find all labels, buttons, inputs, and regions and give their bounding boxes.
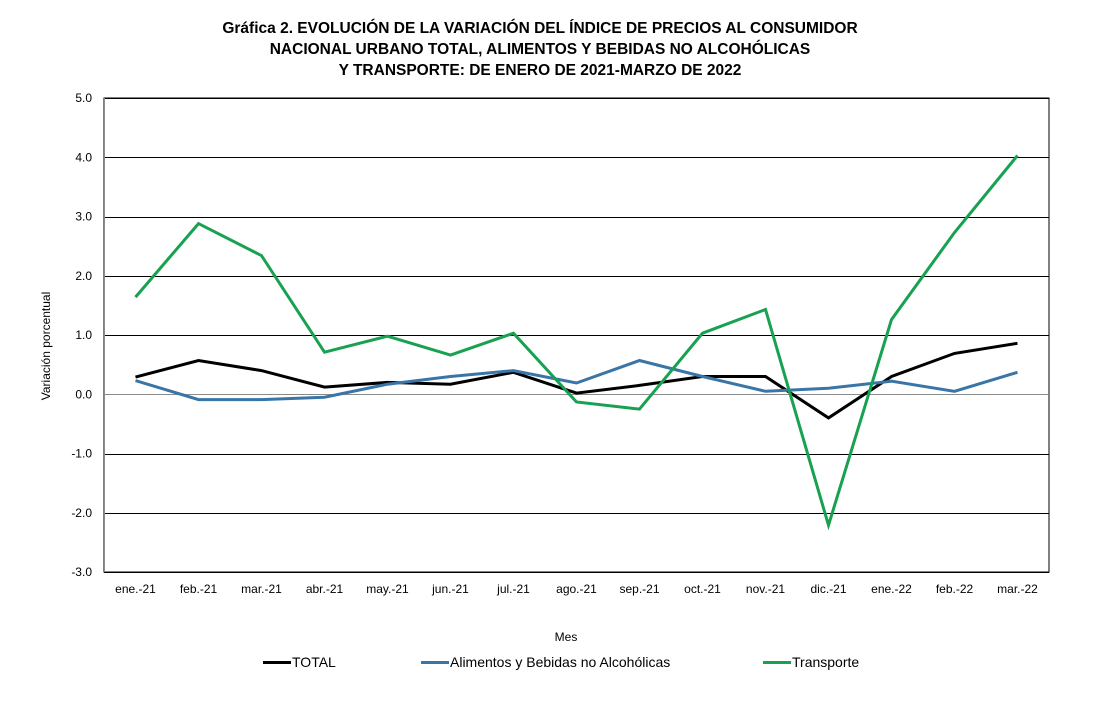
series-transporte — [134, 154, 1019, 531]
x-tick-label: feb.-22 — [936, 582, 974, 596]
x-axis-title: Mes — [555, 630, 578, 644]
x-tick-label: abr.-21 — [306, 582, 344, 596]
legend-label-alimentos: Alimentos y Bebidas no Alcohólicas — [450, 654, 671, 670]
legend-item-alimentos: Alimentos y Bebidas no Alcohólicas — [421, 654, 670, 670]
gridlines — [103, 97, 1050, 573]
x-tick-label: ene.-21 — [115, 582, 156, 596]
x-axis-ticks: ene.-21 feb.-21 mar.-21 abr.-21 may.-21 jun.-… — [115, 582, 1038, 596]
y-tick-label: 2.0 — [75, 269, 92, 283]
legend-label-total: TOTAL — [292, 654, 336, 670]
y-tick-label: 0.0 — [75, 387, 92, 401]
y-axis-ticks: 5.0 4.0 3.0 2.0 1.0 0.0 -1.0 -2.0 -3.0 — [71, 91, 92, 579]
chart-title-line-3: Y TRANSPORTE: DE ENERO DE 2021-MARZO DE … — [338, 62, 742, 79]
legend-item-total: TOTAL — [263, 654, 336, 670]
y-tick-label: 4.0 — [75, 150, 92, 164]
x-tick-label: ago.-21 — [556, 582, 597, 596]
x-tick-label: dic.-21 — [810, 582, 846, 596]
y-tick-label: -1.0 — [71, 447, 92, 461]
y-tick-label: 1.0 — [75, 328, 92, 342]
x-tick-label: jul.-21 — [496, 582, 530, 596]
legend-swatch-total — [263, 660, 291, 664]
x-tick-label: ene.-22 — [871, 582, 912, 596]
legend-swatch-alimentos — [421, 660, 449, 664]
x-tick-label: sep.-21 — [619, 582, 659, 596]
y-tick-label: -2.0 — [71, 506, 92, 520]
x-tick-label: may.-21 — [366, 582, 409, 596]
legend-label-transporte: Transporte — [792, 654, 860, 670]
legend-swatch-transporte — [763, 660, 791, 664]
chart-title-line-2: NACIONAL URBANO TOTAL, ALIMENTOS Y BEBID… — [269, 41, 811, 58]
y-tick-label: 5.0 — [75, 91, 92, 105]
chart-title: Gráfica 2. EVOLUCIÓN DE LA VARIACIÓN DEL… — [0, 18, 1080, 81]
chart-title-line-1: Gráfica 2. EVOLUCIÓN DE LA VARIACIÓN DEL… — [222, 20, 858, 37]
legend-item-transporte: Transporte — [763, 654, 859, 670]
x-tick-label: mar.-22 — [997, 582, 1038, 596]
legend: TOTAL Alimentos y Bebidas no Alcohólicas… — [0, 654, 1100, 674]
x-tick-label: mar.-21 — [241, 582, 282, 596]
x-tick-label: nov.-21 — [746, 582, 785, 596]
x-tick-label: jun.-21 — [431, 582, 469, 596]
y-tick-label: 3.0 — [75, 210, 92, 224]
y-axis-title: Variación porcentual — [39, 292, 53, 401]
x-tick-label: feb.-21 — [180, 582, 218, 596]
x-tick-label: oct.-21 — [684, 582, 721, 596]
series-line — [134, 154, 1019, 531]
series-lines — [134, 154, 1019, 531]
y-tick-label: -3.0 — [71, 565, 92, 579]
